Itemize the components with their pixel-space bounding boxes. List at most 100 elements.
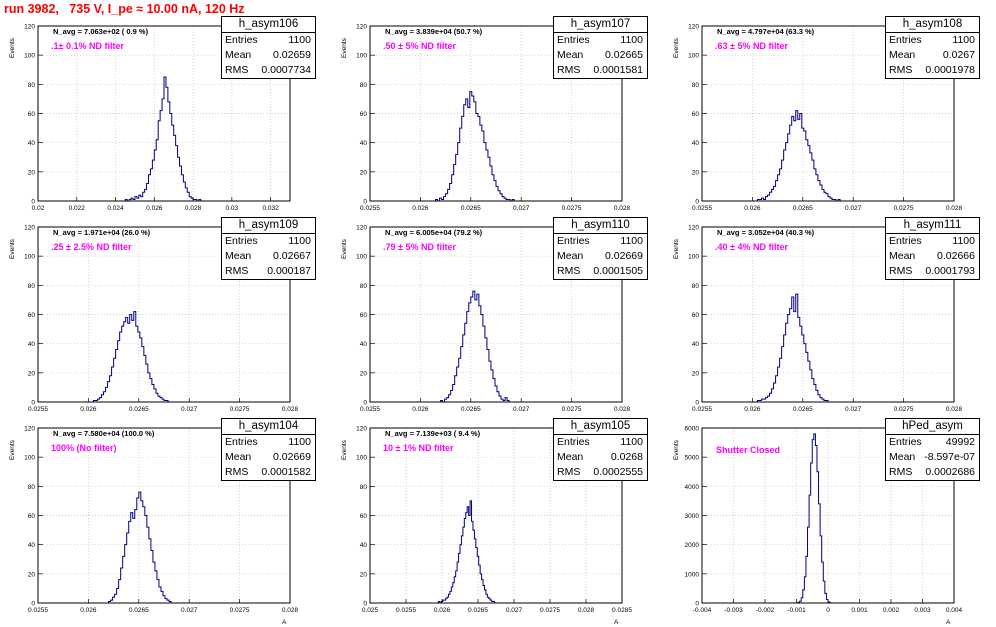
x-tick-label: 0.027 [513,406,530,413]
stats-mean-value: 0.0267 [942,49,975,61]
y-tick-label: 1000 [685,571,700,578]
y-tick-label: 40 [360,140,368,147]
x-tick-label: 0.0275 [562,205,582,212]
stats-rms: RMS 0.0001581 [554,63,647,78]
x-tick-label: 0.028 [282,406,299,413]
stats-mean-label: Mean [557,250,584,262]
stats-entries-value: 49992 [945,436,975,448]
y-tick-label: 120 [356,426,367,433]
navg-label: N_avg = 1.971e+04 (26.0 %) [53,228,151,237]
y-tick-label: 0 [363,199,367,206]
x-tick-label: 0.028 [185,205,202,212]
y-tick-label: 60 [692,312,700,319]
filter-label: .63 ± 5% ND filter [715,41,788,51]
histogram-pad-h_asym106: 0.02 0.022 0.024 0.026 0.028 0.03 0.032 0 20 40 60… [0,16,332,225]
navg-label: N_avg = 7.063e+02 ( 0.9 %) [53,27,149,36]
filter-label: .1± 0.1% ND filter [51,41,124,51]
stats-mean: Mean -8.597e-07 [886,450,979,465]
stats-entries: Entries 1100 [554,33,647,48]
x-tick-label: 0.028 [614,205,631,212]
histogram-pad-h_asym107: 0.0255 0.026 0.0265 0.027 0.0275 0.028 0 20 40 60… [332,16,664,225]
histogram-pad-h_asym109: 0.0255 0.026 0.0265 0.027 0.0275 0.028 0 20 40 60… [0,217,332,426]
stats-box: h_asym104 Entries 1100 Mean 0.02669 RMS 0.0001… [221,418,316,481]
stats-mean-value: 0.0268 [610,451,643,463]
stats-mean: Mean 0.0267 [886,48,979,63]
x-tick-label: 0.0255 [692,406,712,413]
stats-mean-value: 0.02669 [605,250,643,262]
stats-mean: Mean 0.02666 [886,249,979,264]
y-axis-label: Events [341,439,348,460]
y-tick-label: 120 [688,24,699,31]
navg-label: N_avg = 6.005e+04 (79.2 %) [385,228,483,237]
histogram-series [796,433,832,604]
x-axis-label: A [282,619,287,626]
y-tick-label: 100 [688,254,699,261]
plot-frame [369,226,623,403]
stats-mean: Mean 0.02669 [222,450,315,465]
histogram-plot: 0.0255 0.026 0.0265 0.027 0.0275 0.028 0 20 40 60… [341,225,631,426]
filter-label: 100% (No filter) [51,443,117,453]
plot-frame [701,25,955,202]
x-tick-label: 0.032 [262,205,279,212]
stats-rms-value: 0.0001581 [593,64,643,76]
stats-mean-label: Mean [557,451,584,463]
y-tick-label: 6000 [685,426,700,433]
y-tick-label: 20 [360,169,368,176]
stats-rms: RMS 0.0001978 [886,63,979,78]
histogram-pad-h_asym108: 0.0255 0.026 0.0265 0.027 0.0275 0.028 0 20 40 60… [664,16,996,225]
x-tick-label: 0.028 [614,406,631,413]
y-tick-label: 40 [692,341,700,348]
x-tick-label: -0.001 [787,607,806,614]
y-tick-label: 80 [692,82,700,89]
y-tick-label: 40 [360,341,368,348]
histogram-series [440,290,510,403]
histogram-name: h_asym108 [886,17,979,33]
y-tick-label: 0 [695,199,699,206]
canvas-grid: 0.02 0.022 0.024 0.026 0.028 0.03 0.032 0 20 40 60… [0,16,996,626]
navg-label: N_avg = 7.139e+03 ( 9.4 %) [385,429,481,438]
y-tick-label: 100 [24,455,35,462]
stats-mean: Mean 0.02669 [554,249,647,264]
y-tick-label: 0 [31,199,35,206]
x-tick-label: 0.002 [883,607,900,614]
plot-frame [37,25,291,202]
x-tick-label: 0.0265 [461,205,481,212]
x-tick-label: 0.02 [32,205,45,212]
y-tick-label: 0 [31,400,35,407]
stats-mean-value: 0.02665 [605,49,643,61]
stats-mean: Mean 0.02659 [222,48,315,63]
x-tick-label: 0.0255 [396,607,416,614]
y-tick-label: 20 [692,370,700,377]
stats-rms-value: 0.000187 [267,265,311,277]
stats-entries-label: Entries [557,436,590,448]
y-tick-label: 3000 [685,513,700,520]
histogram-pad-h_asym104: 0.0255 0.026 0.0265 0.027 0.0275 0.028 0 20 40 60… [0,418,332,627]
stats-entries-value: 1100 [288,235,311,247]
filter-label: .40 ± 4% ND filter [715,242,788,252]
y-tick-label: 100 [356,254,367,261]
x-tick-label: 0.004 [946,607,963,614]
y-tick-label: 80 [360,82,368,89]
y-tick-label: 4000 [685,484,700,491]
x-tick-label: 0.026 [744,406,761,413]
histogram-pad-h_asym110: 0.0255 0.026 0.0265 0.027 0.0275 0.028 0 20 40 60… [332,217,664,426]
y-tick-label: 100 [24,53,35,60]
x-tick-label: 0.027 [845,406,862,413]
filter-label: .79 ± 5% ND filter [383,242,456,252]
stats-entries: Entries 1100 [222,435,315,450]
y-axis-label: Events [341,238,348,259]
stats-mean-value: -8.597e-07 [924,451,975,463]
x-tick-label: 0.027 [181,406,198,413]
histogram-series [756,110,841,202]
stats-rms-label: RMS [225,64,249,76]
histogram-name: h_asym109 [222,218,315,234]
filter-label: 10 ± 1% ND filter [383,443,454,453]
x-tick-label: 0.026 [146,205,163,212]
stats-mean: Mean 0.02667 [222,249,315,264]
stats-entries: Entries 49992 [886,435,979,450]
stats-rms: RMS 0.0001793 [886,264,979,279]
stats-mean-label: Mean [889,451,916,463]
y-tick-label: 20 [692,169,700,176]
x-tick-label: 0.0265 [793,205,813,212]
y-tick-label: 0 [695,601,699,608]
